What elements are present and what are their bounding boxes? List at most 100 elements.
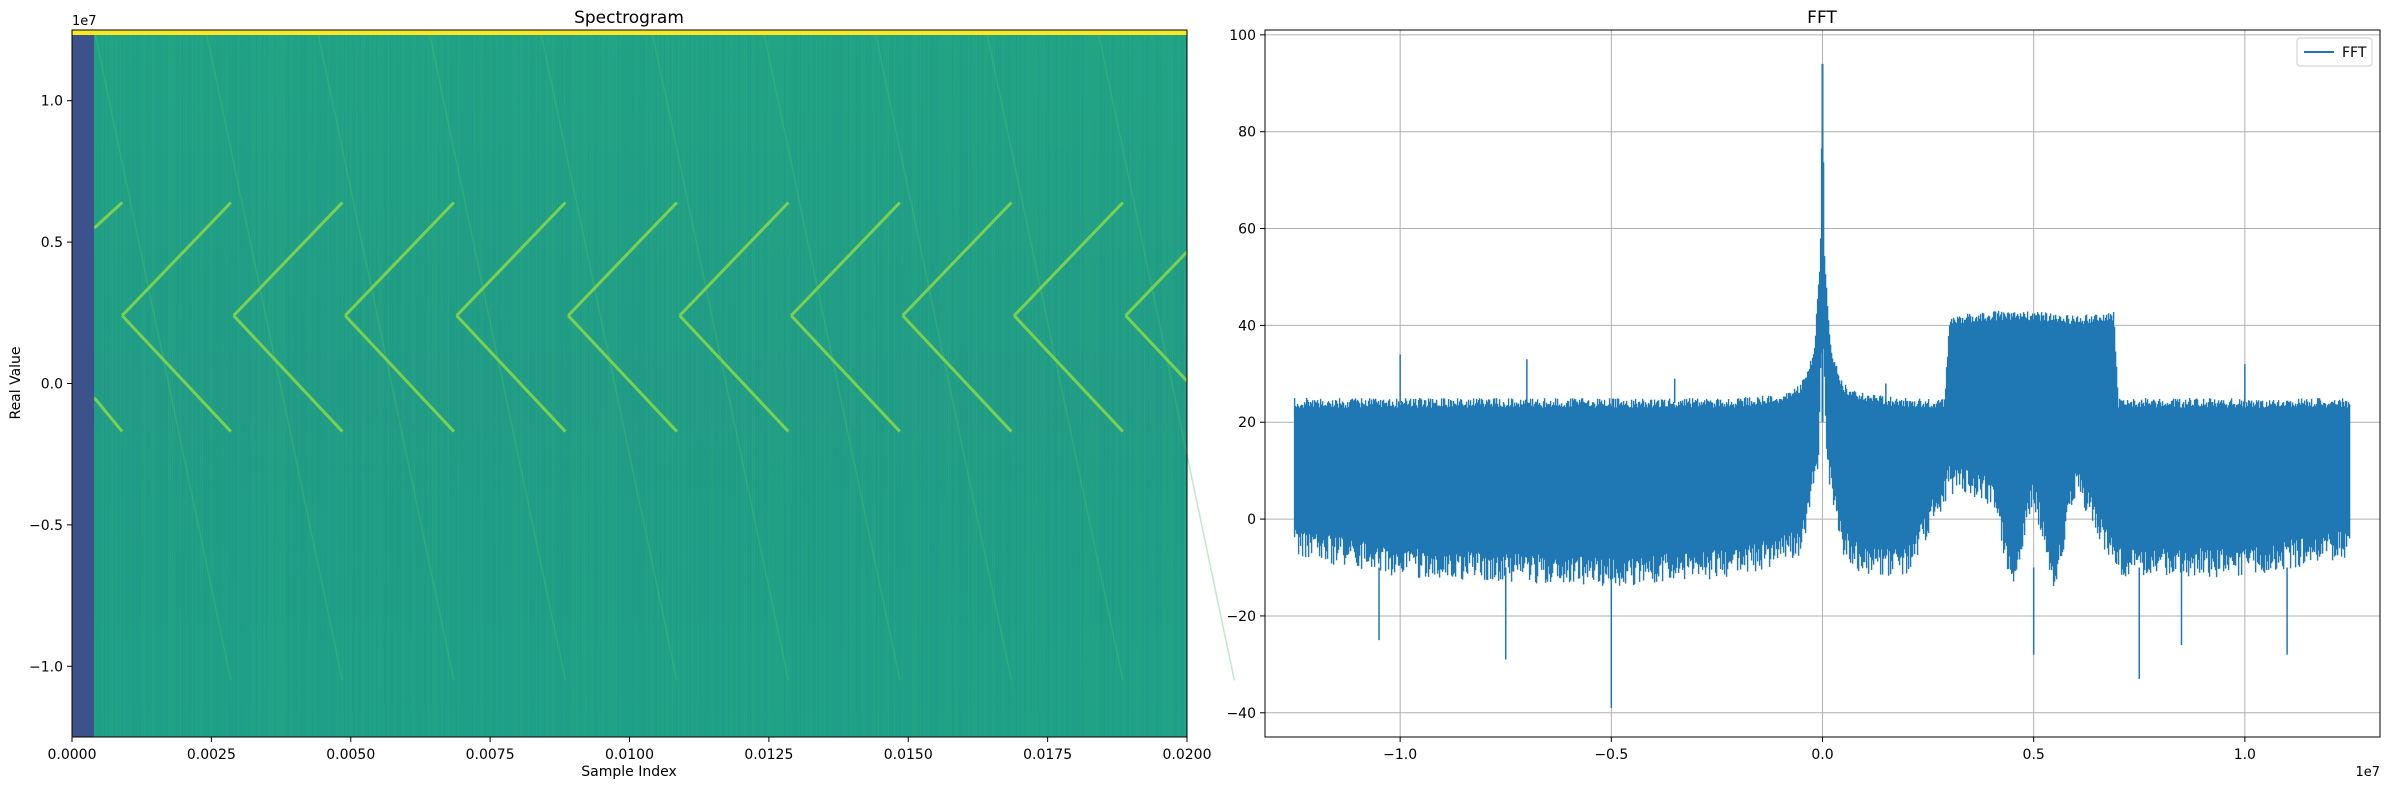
texture-streak xyxy=(1162,30,1163,737)
texture-streak xyxy=(868,30,869,737)
texture-streak xyxy=(536,30,537,737)
texture-streak xyxy=(1170,30,1171,737)
texture-streak xyxy=(764,30,765,737)
texture-streak xyxy=(270,30,271,737)
texture-streak xyxy=(992,30,993,737)
texture-streak xyxy=(1152,30,1153,737)
texture-streak xyxy=(246,30,247,737)
texture-streak xyxy=(864,30,865,737)
texture-streak xyxy=(874,30,875,737)
texture-streak xyxy=(984,30,985,737)
texture-streak xyxy=(288,30,289,737)
texture-streak xyxy=(1046,30,1047,737)
faint-ridge xyxy=(316,29,455,681)
texture-streak xyxy=(442,30,443,737)
texture-streak xyxy=(804,30,805,737)
texture-streak xyxy=(552,30,553,737)
faint-ridge xyxy=(539,29,678,681)
texture-streak xyxy=(780,30,781,737)
texture-streak xyxy=(576,30,577,737)
texture-streak xyxy=(950,30,951,737)
texture-streak xyxy=(1134,30,1135,737)
texture-streak xyxy=(988,30,989,737)
texture-streak xyxy=(124,30,125,737)
texture-streak xyxy=(602,30,603,737)
texture-streak xyxy=(396,30,397,737)
texture-streak xyxy=(172,30,173,737)
texture-streak xyxy=(604,30,605,737)
texture-streak xyxy=(264,30,265,737)
texture-streak xyxy=(322,30,323,737)
texture-streak xyxy=(636,30,637,737)
texture-streak xyxy=(612,30,613,737)
texture-streak xyxy=(192,30,193,737)
texture-streak xyxy=(344,30,345,737)
texture-streak xyxy=(786,30,787,737)
y-tick-label: −1.0 xyxy=(29,659,63,675)
chirp-ridge-down xyxy=(790,314,901,433)
texture-streak xyxy=(1098,30,1099,737)
texture-streak xyxy=(596,30,597,737)
texture-streak xyxy=(832,30,833,737)
texture-streak xyxy=(1100,30,1101,737)
texture-streak xyxy=(318,30,319,737)
texture-streak xyxy=(1106,30,1107,737)
y-tick-label: 20 xyxy=(1238,415,1256,431)
texture-streak xyxy=(752,30,753,737)
spectrogram-plot-area xyxy=(72,29,1236,737)
texture-streak xyxy=(96,30,97,737)
texture-streak xyxy=(392,30,393,737)
texture-streak xyxy=(1158,30,1159,737)
texture-streak xyxy=(680,30,681,737)
texture-streak xyxy=(784,30,785,737)
texture-streak xyxy=(980,30,981,737)
texture-streak xyxy=(644,30,645,737)
texture-streak xyxy=(222,30,223,737)
texture-streak xyxy=(670,30,671,737)
chirp-ridge-up xyxy=(901,201,1013,317)
texture-streak xyxy=(496,30,497,737)
texture-streak xyxy=(1054,30,1055,737)
chirp-ridge-down xyxy=(344,314,455,433)
texture-streak xyxy=(970,30,971,737)
texture-streak xyxy=(94,30,95,737)
texture-streak xyxy=(662,30,663,737)
texture-streak xyxy=(214,30,215,737)
texture-streak xyxy=(904,30,905,737)
y-tick-label: 60 xyxy=(1238,222,1256,238)
texture-streak xyxy=(796,30,797,737)
texture-streak xyxy=(200,30,201,737)
texture-streak xyxy=(538,30,539,737)
x-tick-label: 1.0 xyxy=(2234,747,2256,763)
texture-streak xyxy=(878,30,879,737)
texture-streak xyxy=(1156,30,1157,737)
texture-streak xyxy=(660,30,661,737)
chirp-ridge-down xyxy=(567,314,678,433)
texture-streak xyxy=(470,30,471,737)
texture-streak xyxy=(826,30,827,737)
texture-streak xyxy=(432,30,433,737)
x-tick-label: 0.0075 xyxy=(466,747,515,763)
texture-streak xyxy=(746,30,747,737)
texture-streak xyxy=(708,30,709,737)
texture-streak xyxy=(1018,30,1019,737)
texture-streak xyxy=(382,30,383,737)
texture-streak xyxy=(634,30,635,737)
texture-streak xyxy=(236,30,237,737)
y-tick-label: −20 xyxy=(1226,609,1256,625)
texture-streak xyxy=(800,30,801,737)
texture-streak xyxy=(1064,30,1065,737)
fft-legend: FFT xyxy=(2296,37,2373,67)
texture-streak xyxy=(362,30,363,737)
texture-streak xyxy=(148,30,149,737)
texture-streak xyxy=(212,30,213,737)
texture-streak xyxy=(954,30,955,737)
texture-streak xyxy=(722,30,723,737)
texture-streak xyxy=(682,30,683,737)
texture-streak xyxy=(772,30,773,737)
texture-streak xyxy=(280,30,281,737)
texture-streak xyxy=(510,30,511,737)
texture-streak xyxy=(836,30,837,737)
texture-streak xyxy=(560,30,561,737)
texture-streak xyxy=(872,30,873,737)
